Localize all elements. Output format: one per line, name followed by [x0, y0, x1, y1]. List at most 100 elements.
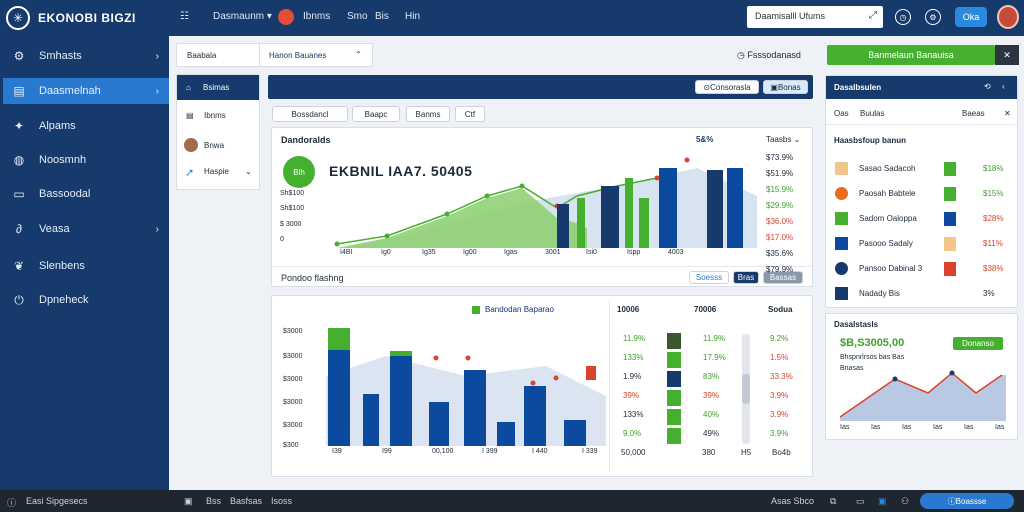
row-icon [835, 287, 848, 300]
footer-col-1: 380 [702, 448, 716, 457]
row-label: Pasooo Sadaly [859, 239, 913, 248]
user-icon[interactable]: ⚇ [901, 496, 910, 506]
scrollbar[interactable] [742, 334, 750, 444]
status-bar: ⓘ Easi Sipgesecs ▣ Bss Basfsas Isoss Asa… [0, 490, 1024, 512]
value-cell: $51.9% [766, 169, 794, 178]
bar [429, 402, 449, 446]
footer-button-2[interactable]: Bassas [763, 271, 803, 284]
image-icon[interactable]: ▣ [878, 496, 887, 506]
close-icon[interactable]: ✕ [995, 45, 1019, 65]
x-tick-label: Ias [964, 424, 974, 431]
nav-link-2[interactable]: Smo [347, 11, 368, 22]
alert-icon[interactable] [278, 9, 294, 25]
y-tick-label: 0 [280, 236, 284, 243]
x-tick-label: I 399 [482, 448, 498, 455]
window-icon[interactable]: ▣ [184, 496, 193, 506]
footer-col-2: H5 [741, 448, 752, 457]
x-tick-label: Ig00 [463, 249, 477, 256]
x-tick-label: I4BI [340, 249, 353, 256]
data-point [530, 380, 536, 386]
nav-link-3[interactable]: Bis [375, 11, 389, 22]
chevron-up-icon[interactable]: ⌃ [355, 50, 362, 59]
row-value: $15% [983, 189, 1004, 198]
y-tick-label: $3000 [283, 422, 303, 429]
value-cell: 3.9% [770, 429, 789, 438]
x-tick-label: I39 [332, 448, 342, 455]
y-tick-label: $ 3000 [280, 221, 302, 228]
nav-link-4[interactable]: Hin [405, 11, 421, 22]
mini-button[interactable]: Donanso [953, 337, 1003, 350]
sidebar-item-3[interactable]: ◍ Noosmnh [3, 147, 169, 173]
header-button-2[interactable]: ▣ Bonas [763, 80, 808, 94]
footer-button-0[interactable]: Soesss [689, 271, 729, 284]
value-cell: $29.9% [766, 201, 794, 210]
subnav-active[interactable]: ⌂ Bsimas [177, 75, 259, 100]
y-tick-label: $3000 [283, 376, 303, 383]
clock-icon[interactable]: ◷ [895, 9, 911, 25]
value-cell: $17.0% [766, 233, 794, 242]
subnav-item-2[interactable]: Haspie [204, 167, 229, 176]
tab-right[interactable]: Hanon Bauanes [269, 51, 327, 60]
search-input[interactable]: Daamisalll Ufums ⤢ [747, 6, 883, 28]
top-chart-colhead2[interactable]: Taasbs ⌄ [766, 135, 801, 144]
bottom-chart-plot [326, 328, 606, 446]
chevron-down-icon[interactable]: ⌄ [245, 167, 252, 176]
status-mid-2[interactable]: Isoss [271, 496, 293, 506]
footer-button-1[interactable]: Bras [733, 271, 759, 284]
top-chart-colhead: 5&% [696, 135, 714, 144]
col-head-0: 10006 [617, 305, 640, 314]
avatar[interactable] [997, 5, 1019, 29]
x-tick-label: 4003 [668, 249, 684, 256]
status-button[interactable]: ⓘ Boassse [920, 493, 1014, 509]
right-sub-mid[interactable]: Buulas [860, 109, 885, 118]
nav-link-1[interactable]: Ibnms [303, 11, 331, 22]
right-sub-right[interactable]: Baeas [962, 109, 985, 118]
folder-icon[interactable]: ▭ [856, 496, 865, 506]
x-tick-label: Isi0 [586, 249, 597, 256]
status-mid-0[interactable]: Bss [206, 496, 222, 506]
refresh-icon[interactable]: ⟲ [984, 82, 991, 91]
row-icon [835, 212, 848, 225]
filter-0[interactable]: Bossdancl [272, 106, 348, 122]
subnav-item-0[interactable]: Ibnms [204, 111, 226, 120]
row-label: Paosah Babtele [859, 189, 916, 198]
menu-grid-icon[interactable]: ☷ [180, 11, 189, 22]
top-chart-headline: EKBNIL IAA7. 50405 [329, 163, 473, 179]
value-cell: 17.9% [703, 353, 726, 362]
data-point [519, 183, 525, 189]
tab-left[interactable]: Baabala [187, 51, 217, 60]
filter-3[interactable]: Ctf [455, 106, 485, 122]
top-action-button[interactable]: Oka [955, 7, 987, 27]
chevron-right-icon: › [155, 50, 159, 62]
primary-action-button[interactable]: Banmelaun Banauisa [827, 45, 995, 65]
sidebar-item-4[interactable]: ▭ Bassoodal [3, 181, 169, 207]
nav-dropdown[interactable]: Dasmaunm ▾ [213, 11, 272, 22]
status-right: Asas Sbco [771, 496, 815, 506]
chevron-left-icon[interactable]: ‹ [1002, 82, 1005, 91]
mini-bar [667, 428, 681, 444]
sidebar-item-6[interactable]: ❦ Slenbens [3, 253, 169, 279]
sidebar-item-7[interactable]: ⏻ Dpneheck [3, 287, 169, 313]
mini-sub2: Bnasas [840, 365, 864, 372]
filter-1[interactable]: Baapc [352, 106, 400, 122]
header-button-1[interactable]: ⊙ Consorasla [695, 80, 759, 94]
clipboard-icon[interactable]: ⧉ [830, 496, 837, 506]
value-cell: 9.2% [770, 334, 789, 343]
row-icon [835, 262, 848, 275]
sidebar-item-0[interactable]: ⚙ Smhasts › [3, 43, 169, 69]
settings-icon[interactable]: ⚙ [925, 9, 941, 25]
bar [328, 328, 350, 446]
info-icon: ⓘ [7, 498, 17, 508]
scrollbar-thumb[interactable] [742, 374, 750, 404]
status-mid-1[interactable]: Basfsas [230, 496, 263, 506]
subnav-item-1[interactable]: Bnwa [204, 141, 225, 150]
data-point [553, 375, 559, 381]
close-icon[interactable]: ✕ [1004, 109, 1011, 118]
row-label: Sadom Oaloppa [859, 214, 917, 223]
filter-2[interactable]: Banms [406, 106, 450, 122]
bar [601, 186, 619, 248]
sidebar-item-2[interactable]: ✦ Alpams [3, 113, 169, 139]
value-cell: $73.9% [766, 153, 794, 162]
sidebar-item-1[interactable]: ▤ Daasmelnah › [3, 78, 169, 104]
sidebar-item-5[interactable]: ∂ Veasa › [3, 216, 169, 242]
